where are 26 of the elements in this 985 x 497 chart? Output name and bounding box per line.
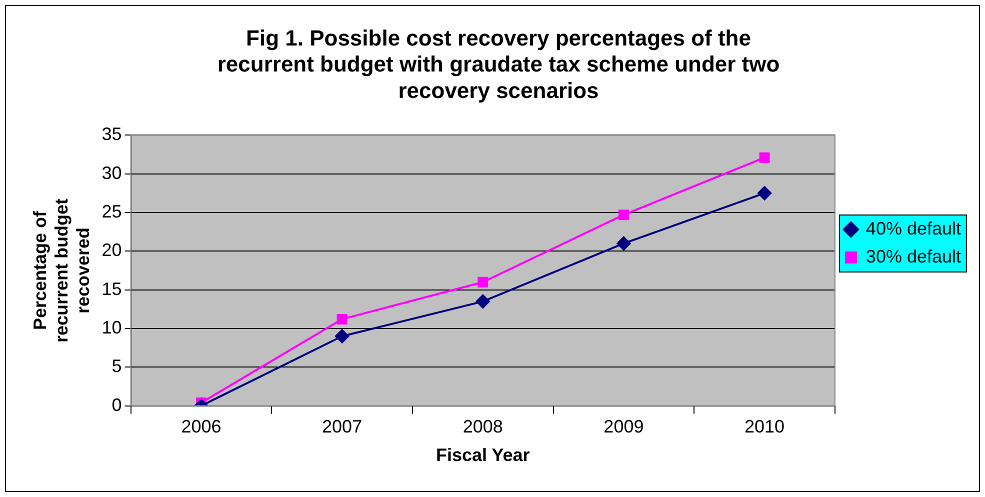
point	[758, 186, 772, 200]
y-tick-label: 30	[102, 162, 122, 183]
y-axis-title: Percentage of recurrent budget recovered	[30, 198, 93, 343]
point	[478, 276, 488, 288]
point	[476, 294, 490, 308]
x-tick-label: 2010	[744, 416, 785, 437]
x-tick-label: 2006	[181, 416, 222, 437]
x-axis-title: Fiscal Year	[436, 445, 530, 466]
legend-label: 30% default	[866, 246, 962, 266]
point	[616, 236, 631, 250]
y-tick-label: 5	[112, 356, 122, 376]
legend-label: 40% default	[866, 218, 962, 238]
point	[335, 329, 350, 344]
y-tick-label: 15	[102, 278, 122, 299]
x-tick-label: 2008	[462, 416, 503, 437]
y-tick-label: 0	[112, 394, 122, 415]
y-tick-label: 20	[102, 240, 122, 260]
point	[759, 152, 770, 163]
point	[618, 210, 629, 220]
point	[336, 314, 348, 324]
chart-title: Fig 1. Possible cost recovery percentages of the recurrent budget with graudate tax scheme under two recovery scenarios	[217, 25, 780, 104]
x-tick-label: 2009	[604, 416, 644, 437]
y-tick-label: 25	[102, 201, 122, 222]
y-tick-label: 35	[102, 124, 122, 144]
y-tick-label: 10	[102, 317, 122, 338]
x-tick-label: 2007	[322, 416, 362, 437]
